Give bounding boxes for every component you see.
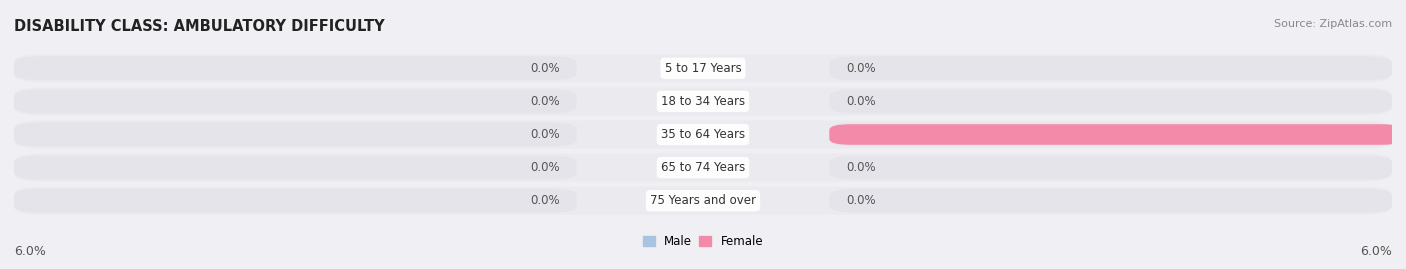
Text: 0.0%: 0.0% (530, 194, 560, 207)
Text: 0.0%: 0.0% (530, 128, 560, 141)
Text: 35 to 64 Years: 35 to 64 Years (661, 128, 745, 141)
Text: 0.0%: 0.0% (530, 62, 560, 75)
FancyBboxPatch shape (830, 189, 1392, 213)
FancyBboxPatch shape (14, 90, 576, 113)
FancyBboxPatch shape (830, 124, 1403, 145)
FancyBboxPatch shape (830, 90, 1392, 113)
Text: 0.0%: 0.0% (530, 161, 560, 174)
Text: 0.0%: 0.0% (846, 62, 876, 75)
FancyBboxPatch shape (830, 123, 1392, 146)
FancyBboxPatch shape (14, 154, 1392, 182)
Text: 0.0%: 0.0% (846, 194, 876, 207)
Text: 0.0%: 0.0% (530, 95, 560, 108)
Text: 18 to 34 Years: 18 to 34 Years (661, 95, 745, 108)
Text: DISABILITY CLASS: AMBULATORY DIFFICULTY: DISABILITY CLASS: AMBULATORY DIFFICULTY (14, 19, 385, 34)
FancyBboxPatch shape (830, 156, 1392, 179)
FancyBboxPatch shape (14, 123, 576, 146)
Text: 6.0%: 6.0% (1360, 245, 1392, 258)
Legend: Male, Female: Male, Female (638, 230, 768, 253)
FancyBboxPatch shape (14, 54, 1392, 82)
Text: 0.0%: 0.0% (846, 95, 876, 108)
FancyBboxPatch shape (14, 121, 1392, 148)
Text: 65 to 74 Years: 65 to 74 Years (661, 161, 745, 174)
Text: 6.0%: 6.0% (14, 245, 46, 258)
FancyBboxPatch shape (14, 189, 576, 213)
FancyBboxPatch shape (830, 56, 1392, 80)
FancyBboxPatch shape (14, 156, 576, 179)
Text: Source: ZipAtlas.com: Source: ZipAtlas.com (1274, 19, 1392, 29)
Text: 0.0%: 0.0% (846, 161, 876, 174)
FancyBboxPatch shape (14, 56, 576, 80)
Text: 75 Years and over: 75 Years and over (650, 194, 756, 207)
FancyBboxPatch shape (14, 87, 1392, 115)
FancyBboxPatch shape (14, 187, 1392, 215)
Text: 5 to 17 Years: 5 to 17 Years (665, 62, 741, 75)
